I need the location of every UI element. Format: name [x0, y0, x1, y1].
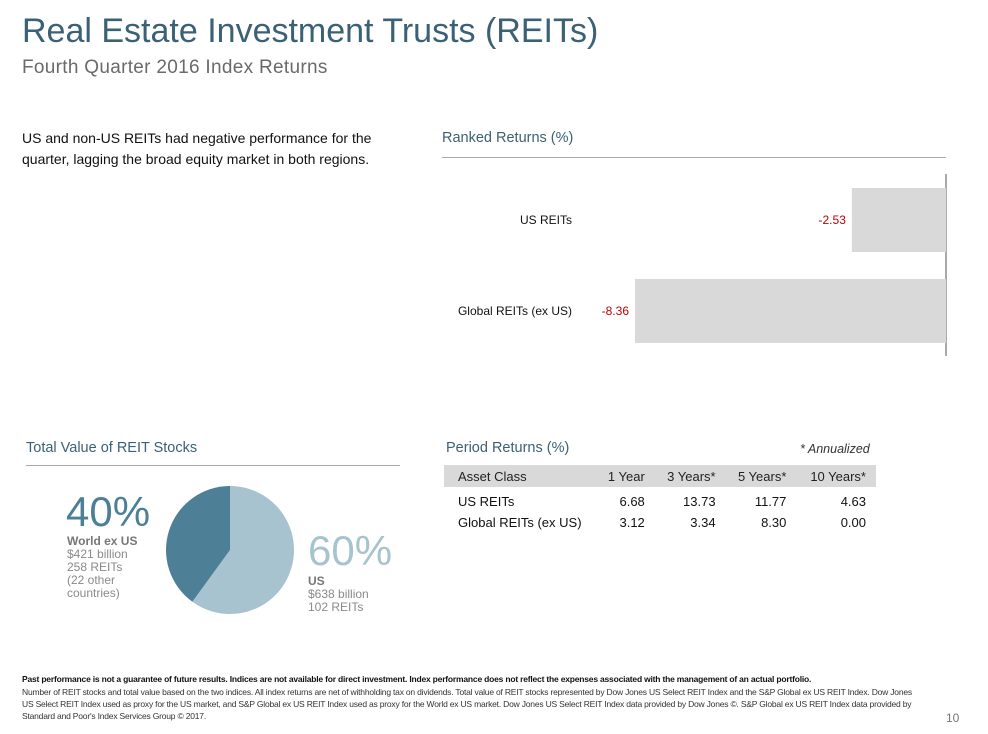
- world-ex-us-detail-countries-a: (22 other: [67, 573, 116, 587]
- col-header-asset-class: Asset Class: [444, 465, 598, 487]
- us-label: US $638 billion 102 REITs: [308, 575, 408, 614]
- pie-slice-us: [192, 486, 294, 614]
- world-ex-us-detail-count: 258 REITs: [67, 560, 123, 574]
- us-detail-value: $638 billion: [308, 587, 369, 601]
- intro-text: US and non-US REITs had negative perform…: [22, 130, 372, 167]
- ranked-returns-divider: [442, 157, 946, 158]
- page-subtitle: Fourth Quarter 2016 Index Returns: [22, 57, 328, 78]
- ranked-returns-chart: US REITs -2.53 Global REITs (ex US) -8.36: [458, 174, 947, 356]
- page-title: Real Estate Investment Trusts (REITs): [22, 12, 599, 50]
- world-ex-us-percent: 40%: [66, 488, 151, 535]
- period-returns-title: Period Returns (%): [446, 440, 570, 456]
- world-ex-us-label: World ex US $421 billion 258 REITs (22 o…: [67, 535, 167, 600]
- page-number: 10: [946, 711, 960, 725]
- us-percent: 60%: [308, 527, 393, 574]
- table-row: US REITs 6.68 13.73 11.77 4.63: [444, 487, 876, 512]
- col-header-3-years: 3 Years*: [654, 465, 726, 487]
- cell-5-years: 8.30: [761, 515, 787, 530]
- value-label: -8.36: [602, 304, 630, 318]
- pie-slice-world-ex-us: [166, 486, 230, 602]
- cell-10-years: 4.63: [840, 494, 866, 509]
- cell-10-years: 0.00: [840, 515, 866, 530]
- annualized-note: * Annualized: [800, 442, 870, 456]
- col-header-10-years: 10 Years*: [796, 465, 876, 487]
- disclaimer-bold: Past performance is not a guarantee of f…: [22, 674, 812, 684]
- us-name: US: [308, 574, 325, 588]
- world-ex-us-detail-countries-b: countries): [67, 586, 120, 600]
- col-header-1-year: 1 Year: [598, 465, 655, 487]
- cell-asset-class: Global REITs (ex US): [458, 515, 582, 530]
- category-label: US REITs: [520, 213, 572, 227]
- ranked-returns-title: Ranked Returns (%): [442, 130, 574, 146]
- total-value-divider: [26, 465, 400, 466]
- total-value-title: Total Value of REIT Stocks: [26, 440, 198, 456]
- us-detail-count: 102 REITs: [308, 600, 364, 614]
- value-label: -2.53: [819, 213, 847, 227]
- cell-3-years: 13.73: [683, 494, 716, 509]
- cell-1-year: 6.68: [619, 494, 645, 509]
- disclaimer-text: Number of REIT stocks and total value ba…: [22, 687, 912, 721]
- table-row: Global REITs (ex US) 3.12 3.34 8.30 0.00: [444, 512, 876, 533]
- reit-value-pie-chart: [166, 486, 294, 614]
- world-ex-us-name: World ex US: [67, 534, 138, 548]
- world-ex-us-detail-value: $421 billion: [67, 547, 128, 561]
- bar-0: [851, 188, 946, 252]
- category-label: Global REITs (ex US): [458, 304, 572, 318]
- col-header-5-years: 5 Years*: [725, 465, 797, 487]
- period-returns-table: Asset Class 1 Year 3 Years* 5 Years* 10 …: [444, 465, 876, 533]
- cell-asset-class: US REITs: [458, 494, 515, 509]
- cell-3-years: 3.34: [690, 515, 716, 530]
- table-header-row: Asset Class 1 Year 3 Years* 5 Years* 10 …: [444, 465, 876, 487]
- bar-1: [635, 279, 946, 343]
- cell-1-year: 3.12: [619, 515, 645, 530]
- cell-5-years: 11.77: [754, 494, 787, 509]
